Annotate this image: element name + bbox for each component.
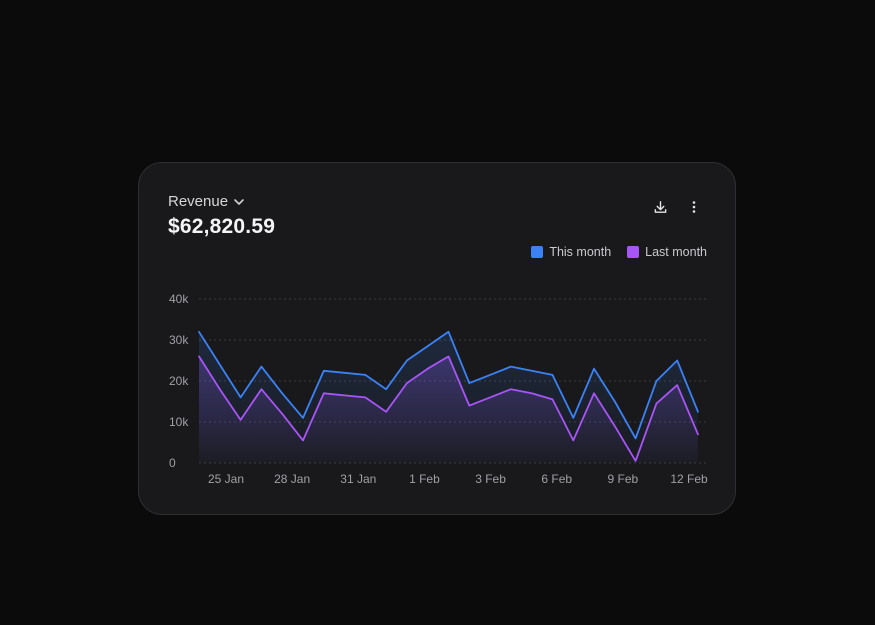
x-tick-label: 31 Jan bbox=[340, 472, 376, 486]
y-tick-label: 40k bbox=[169, 292, 189, 306]
legend-item-this-month[interactable]: This month bbox=[531, 245, 611, 259]
x-tick-label: 1 Feb bbox=[409, 472, 440, 486]
y-tick-label: 10k bbox=[169, 415, 189, 429]
x-tick-label: 9 Feb bbox=[608, 472, 639, 486]
x-tick-label: 12 Feb bbox=[670, 472, 708, 486]
revenue-area-chart: 40k 30k 20k 10k 0 25 Jan 28 Jan 31 Jan 1 Feb 3 Fe… bbox=[169, 292, 708, 486]
download-button[interactable] bbox=[650, 197, 670, 217]
area-last-month bbox=[199, 356, 698, 463]
revenue-card: Revenue $62,820.59 This month Last month bbox=[138, 162, 736, 515]
y-tick-label: 30k bbox=[169, 333, 189, 347]
legend-swatch-this-month bbox=[531, 246, 544, 258]
download-icon bbox=[654, 200, 666, 213]
total-value: $62,820.59 bbox=[168, 215, 276, 238]
x-tick-label: 28 Jan bbox=[274, 472, 310, 486]
legend-item-last-month[interactable]: Last month bbox=[627, 245, 707, 259]
legend-label-this-month: This month bbox=[549, 245, 612, 259]
chart-legend: This month Last month bbox=[531, 245, 707, 259]
metric-selector[interactable]: Revenue bbox=[168, 193, 246, 210]
y-tick-label: 20k bbox=[169, 374, 189, 388]
chevron-down-icon bbox=[232, 195, 246, 209]
x-tick-label: 6 Feb bbox=[541, 472, 572, 486]
more-options-button[interactable] bbox=[684, 197, 704, 217]
more-vertical-icon bbox=[692, 201, 696, 213]
x-tick-label: 3 Feb bbox=[475, 472, 506, 486]
legend-swatch-last-month bbox=[627, 246, 640, 258]
x-tick-label: 25 Jan bbox=[208, 472, 244, 486]
metric-title: Revenue bbox=[168, 193, 229, 210]
legend-label-last-month: Last month bbox=[645, 245, 707, 259]
y-tick-label: 0 bbox=[169, 456, 176, 470]
